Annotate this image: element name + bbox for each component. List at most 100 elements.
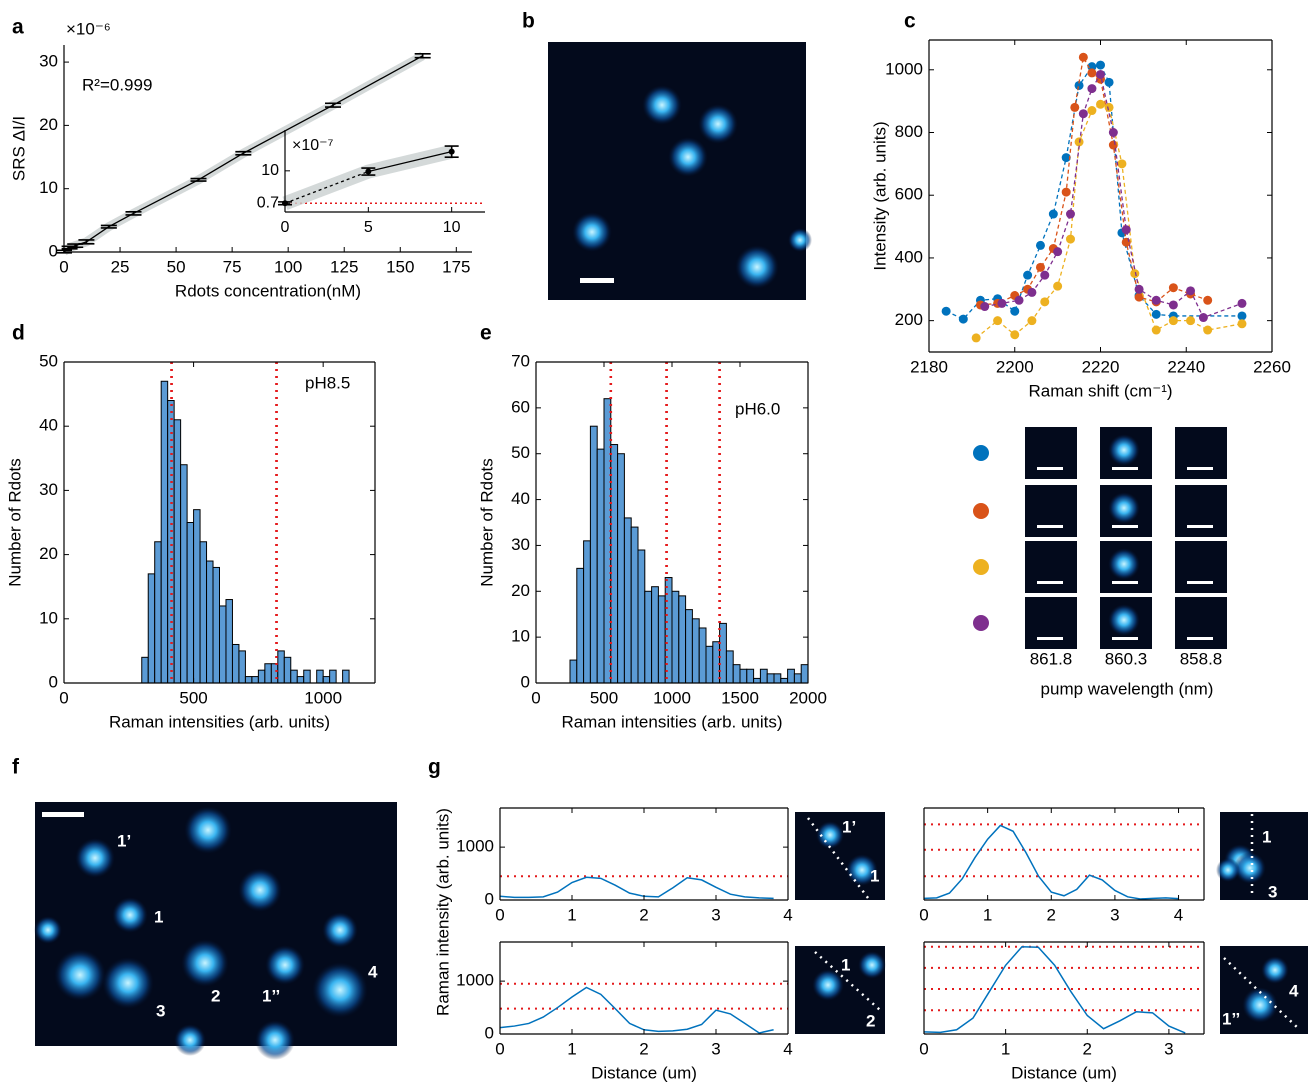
data-point <box>1074 80 1084 90</box>
histogram-bar <box>630 526 639 684</box>
spot <box>112 897 148 933</box>
x-tick-label: 2240 <box>1167 357 1205 376</box>
x-axis-label: Rdots concentration(nM) <box>175 281 361 300</box>
spot-label: 3 <box>1268 882 1277 901</box>
histogram-bar <box>800 664 809 684</box>
error-bar <box>125 211 142 216</box>
profile-line <box>923 824 1179 900</box>
y-tick-label: 30 <box>39 52 58 71</box>
histogram-bar <box>238 650 246 684</box>
spot <box>174 1024 206 1056</box>
scale-bar <box>42 812 84 817</box>
histogram-bar <box>671 590 680 684</box>
x-axis-label: Raman intensities (arb. units) <box>561 712 782 731</box>
data-point <box>1053 281 1063 291</box>
x-tick-label: 1 <box>983 905 992 924</box>
inset-image <box>795 812 885 900</box>
histogram-bar <box>712 641 721 684</box>
histogram-bar <box>329 669 337 684</box>
x-tick-label: 2 <box>639 905 648 924</box>
scale-bar <box>1187 525 1213 528</box>
data-point <box>1151 295 1161 305</box>
data-point <box>1027 287 1037 297</box>
y-tick-label: 0 <box>521 672 530 691</box>
x-tick-label: 125 <box>330 257 358 276</box>
y-tick-label: 30 <box>511 535 530 554</box>
y-axis-label: Number of Rdots <box>5 458 24 587</box>
histogram-bar <box>270 663 279 684</box>
histogram-bar <box>685 609 693 684</box>
data-point <box>1117 159 1127 169</box>
x-tick-label: 1 <box>567 905 576 924</box>
spot <box>788 228 812 252</box>
spot <box>265 945 305 985</box>
x-tick-label: 500 <box>590 688 618 707</box>
axis-label: pump wavelength (nm) <box>1041 679 1214 698</box>
histogram-bar <box>787 668 795 684</box>
scale-bar <box>1112 637 1138 640</box>
x-tick-label: 2 <box>1083 1039 1092 1058</box>
histogram-bar <box>610 444 619 684</box>
x-tick-label: 150 <box>386 257 414 276</box>
spot <box>1108 492 1140 524</box>
histogram-bar <box>603 398 612 684</box>
scale-bar <box>1112 467 1138 470</box>
x-tick-label: 175 <box>442 257 470 276</box>
y-tick-label: 0.7 <box>257 194 279 211</box>
histogram-bar <box>296 676 305 684</box>
data-point <box>1061 153 1071 163</box>
axis-multiplier: ×10⁻⁶ <box>66 19 111 38</box>
histogram-bar <box>160 380 169 684</box>
data-point <box>1035 240 1045 250</box>
y-tick-label: 50 <box>511 443 530 462</box>
spectral-image <box>1175 541 1227 593</box>
scale-bar <box>1187 467 1213 470</box>
data-point <box>1108 128 1118 138</box>
histogram-bar <box>173 419 182 684</box>
panel-label: c <box>904 10 916 33</box>
annotation: R²=0.999 <box>82 75 152 94</box>
y-tick-label: 1000 <box>456 837 494 856</box>
y-tick-label: 800 <box>895 122 923 141</box>
y-axis-label: Number of Rdots <box>477 458 496 587</box>
histogram-bar <box>691 618 700 684</box>
x-tick-label: 3 <box>711 1039 720 1058</box>
axis-multiplier: ×10⁻⁷ <box>292 137 334 154</box>
data-point <box>1203 295 1213 305</box>
chart: 2180 2200 2220 2240 2260 200 400 600 800 1000 Rama… <box>870 39 1291 400</box>
data-point <box>1096 69 1105 79</box>
data-point <box>1186 286 1196 296</box>
data-point <box>1010 330 1020 340</box>
data-point <box>1014 295 1024 305</box>
histogram-bar <box>719 622 727 684</box>
scale-bar <box>1037 467 1063 470</box>
histogram-bar <box>219 605 227 684</box>
data-point <box>971 333 981 343</box>
x-tick-label: 75 <box>223 257 242 276</box>
data-point <box>1104 77 1114 87</box>
data-point <box>958 314 968 324</box>
scale-bar <box>1112 525 1138 528</box>
scale-bar <box>1037 581 1063 584</box>
data-point <box>1237 298 1247 308</box>
histogram-bar <box>342 669 350 684</box>
data-point <box>1087 84 1097 94</box>
histogram-bar <box>180 464 188 684</box>
y-tick-label: 1000 <box>456 971 494 990</box>
histogram-bar <box>283 656 292 684</box>
panel-label: f <box>12 756 20 779</box>
y-tick-label: 10 <box>511 627 530 646</box>
y-tick-label: 40 <box>511 489 530 508</box>
spot <box>184 806 232 854</box>
histogram-bar <box>147 573 156 684</box>
data-point <box>1023 270 1033 280</box>
histogram-bar <box>732 664 741 684</box>
spot-label: 2 <box>866 1011 875 1030</box>
spot-label: 3 <box>156 1001 165 1020</box>
spot <box>1108 548 1140 580</box>
spot-label: 1 <box>1262 827 1271 846</box>
data-point <box>1186 316 1196 326</box>
profile-path <box>807 817 869 899</box>
data-point <box>448 148 455 155</box>
histogram-bar <box>657 595 666 684</box>
